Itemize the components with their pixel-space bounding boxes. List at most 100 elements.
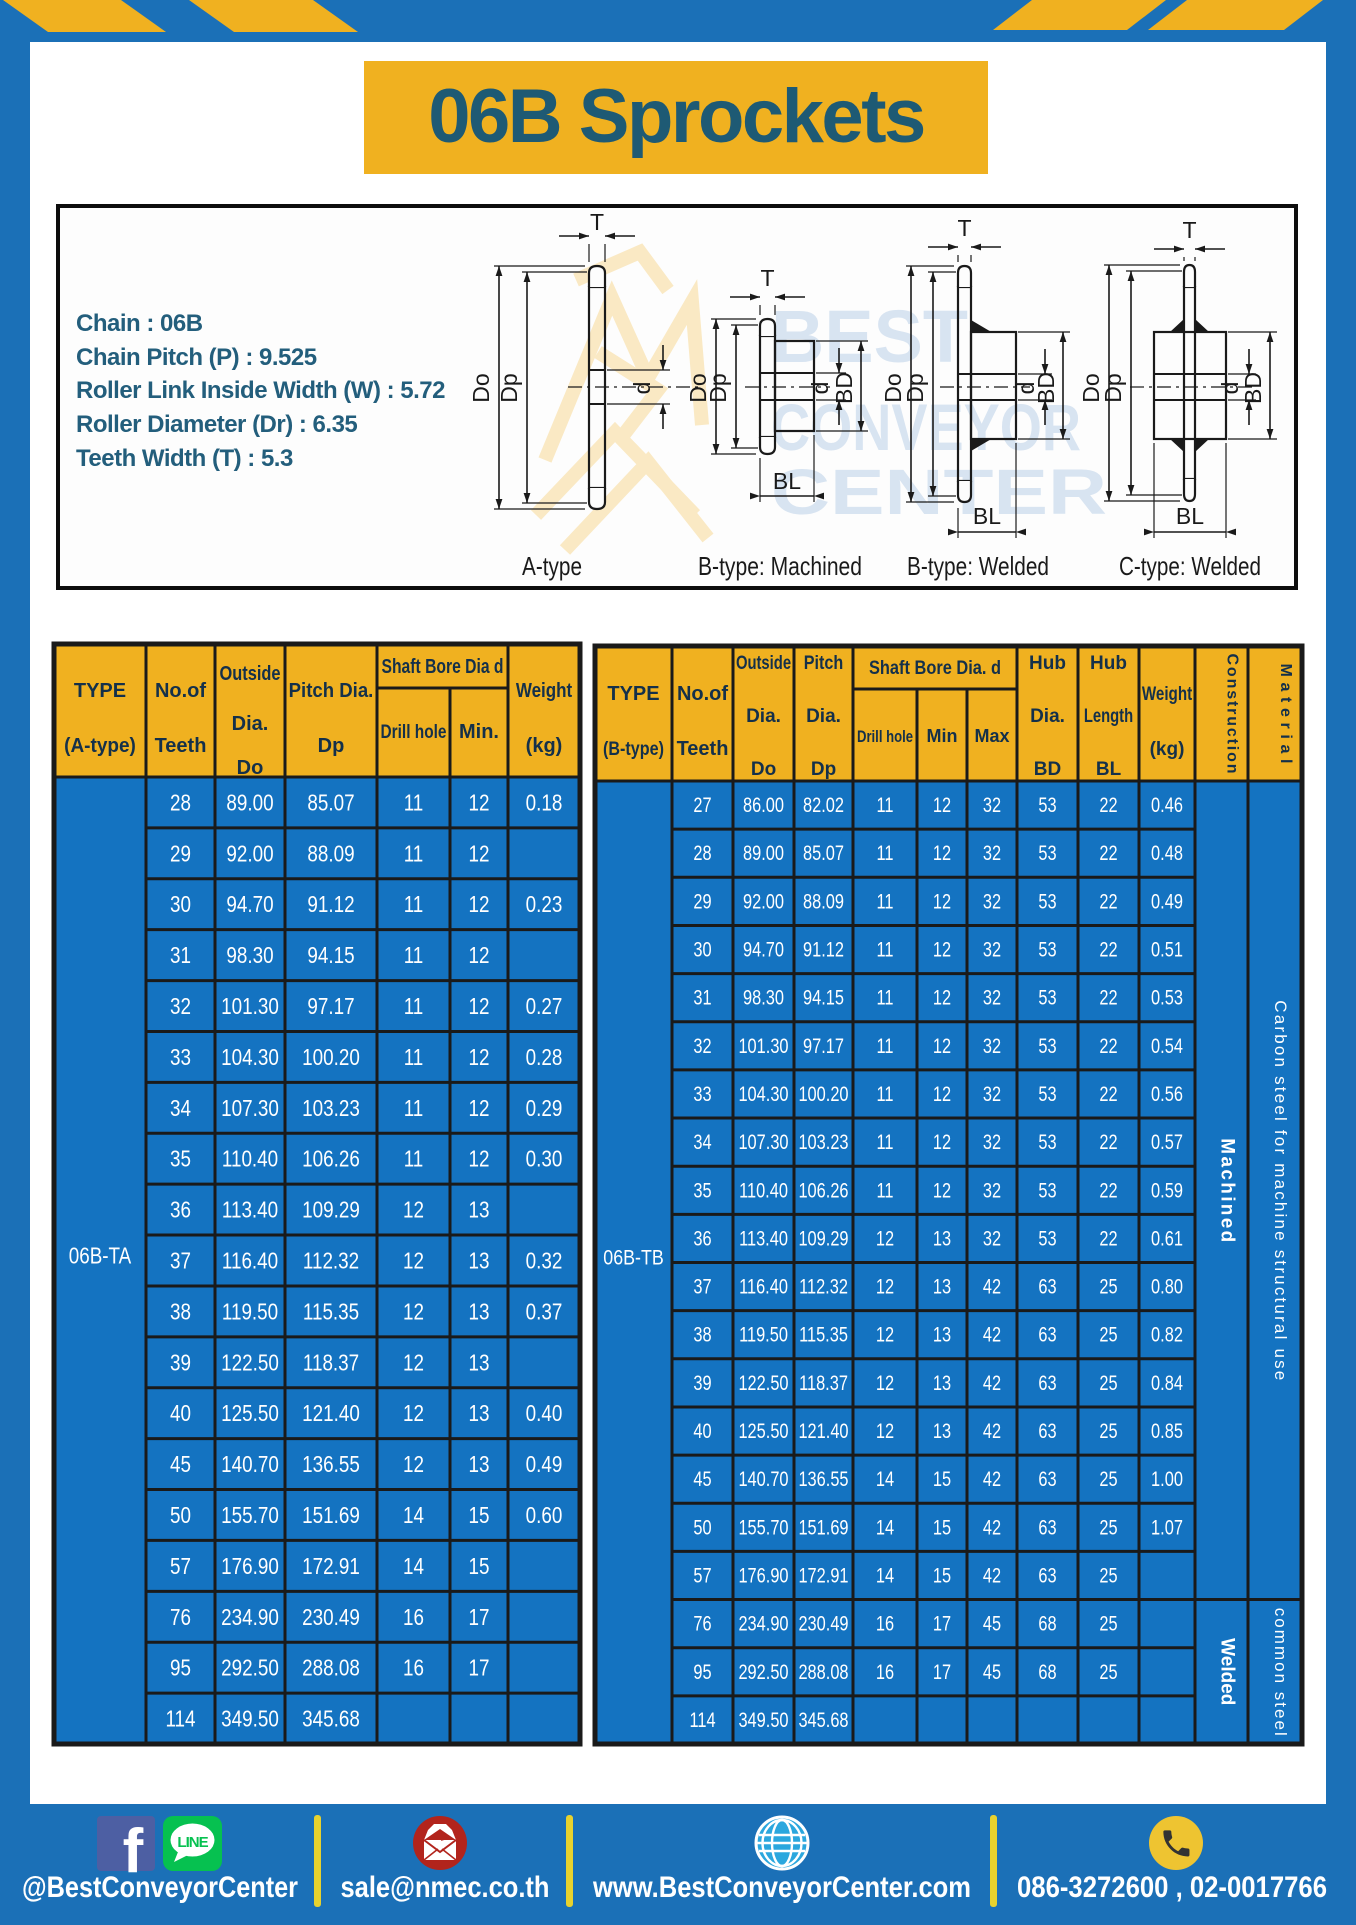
svg-text:22: 22 (1099, 889, 1117, 912)
svg-text:12: 12 (876, 1226, 894, 1249)
svg-text:Weight: Weight (516, 679, 572, 702)
svg-text:11: 11 (876, 889, 893, 912)
svg-text:Do: Do (880, 373, 906, 402)
svg-text:32: 32 (983, 793, 1001, 816)
svg-text:32: 32 (983, 889, 1001, 912)
svg-text:11: 11 (404, 943, 424, 968)
svg-text:57: 57 (693, 1564, 711, 1587)
svg-text:14: 14 (876, 1515, 894, 1538)
svg-text:15: 15 (933, 1467, 951, 1490)
svg-text:234.90: 234.90 (738, 1612, 788, 1635)
svg-text:25: 25 (1099, 1612, 1117, 1635)
svg-text:Dp: Dp (496, 373, 522, 402)
svg-text:0.37: 0.37 (526, 1300, 563, 1325)
svg-text:15: 15 (933, 1515, 951, 1538)
svg-text:100.20: 100.20 (302, 1045, 360, 1070)
svg-text:Shaft Bore Dia d: Shaft Bore Dia d (382, 656, 504, 678)
svg-text:11: 11 (404, 842, 424, 867)
svg-text:28: 28 (693, 841, 711, 864)
svg-text:155.70: 155.70 (738, 1515, 788, 1538)
svg-text:136.55: 136.55 (302, 1452, 360, 1477)
svg-text:11: 11 (404, 1096, 424, 1121)
svg-text:16: 16 (403, 1605, 424, 1630)
svg-text:Machined: Machined (1217, 1138, 1238, 1242)
svg-text:53: 53 (1038, 938, 1056, 961)
svg-text:91.12: 91.12 (307, 893, 354, 918)
svg-text:40: 40 (170, 1402, 191, 1427)
svg-text:109.29: 109.29 (302, 1198, 360, 1223)
svg-text:BL: BL (973, 503, 1001, 529)
svg-text:95: 95 (170, 1656, 191, 1681)
svg-text:32: 32 (693, 1034, 711, 1057)
svg-text:32: 32 (983, 1226, 1001, 1249)
svg-text:Dp: Dp (705, 373, 731, 402)
svg-text:12: 12 (403, 1351, 424, 1376)
svg-text:115.35: 115.35 (303, 1300, 359, 1325)
svg-text:Outside: Outside (736, 652, 791, 673)
svg-text:25: 25 (1099, 1419, 1117, 1442)
svg-text:Chain Pitch (P) : 9.525: Chain Pitch (P) : 9.525 (76, 344, 317, 371)
svg-text:C-type: Welded: C-type: Welded (1119, 551, 1261, 581)
svg-text:292.50: 292.50 (221, 1656, 279, 1681)
svg-text:98.30: 98.30 (226, 943, 273, 968)
svg-text:0.27: 0.27 (526, 994, 563, 1019)
svg-text:BL: BL (773, 468, 801, 494)
svg-text:1.07: 1.07 (1151, 1515, 1183, 1538)
svg-text:12: 12 (469, 1147, 490, 1172)
svg-text:Hub: Hub (1029, 653, 1066, 674)
svg-text:Chain : 06B: Chain : 06B (76, 310, 203, 337)
svg-text:119.50: 119.50 (222, 1300, 278, 1325)
svg-text:TYPE: TYPE (74, 680, 126, 702)
svg-text:63: 63 (1038, 1419, 1056, 1442)
svg-text:(A-type): (A-type) (64, 735, 136, 758)
svg-text:292.50: 292.50 (738, 1660, 788, 1683)
svg-text:12: 12 (469, 893, 490, 918)
svg-text:BD: BD (1033, 372, 1059, 404)
svg-text:53: 53 (1038, 1226, 1056, 1249)
svg-text:45: 45 (983, 1660, 1001, 1683)
svg-text:11: 11 (876, 1082, 893, 1105)
svg-text:Dp: Dp (811, 759, 836, 780)
svg-text:140.70: 140.70 (221, 1452, 279, 1477)
svg-text:12: 12 (403, 1402, 424, 1427)
svg-text:(B-type): (B-type) (603, 738, 664, 760)
svg-text:106.26: 106.26 (798, 1178, 848, 1201)
svg-text:116.40: 116.40 (222, 1249, 278, 1274)
svg-text:42: 42 (983, 1275, 1001, 1298)
svg-text:12: 12 (933, 793, 951, 816)
svg-text:0.61: 0.61 (1151, 1226, 1183, 1249)
svg-text:50: 50 (693, 1515, 711, 1538)
svg-text:94.70: 94.70 (743, 938, 784, 961)
svg-text:No.of: No.of (677, 683, 728, 705)
svg-text:25: 25 (1099, 1323, 1117, 1346)
svg-text:42: 42 (983, 1467, 1001, 1490)
svg-text:119.50: 119.50 (739, 1323, 788, 1346)
svg-text:140.70: 140.70 (738, 1467, 788, 1490)
svg-text:Hub: Hub (1090, 653, 1127, 674)
svg-text:0.57: 0.57 (1151, 1130, 1183, 1153)
svg-text:30: 30 (693, 938, 711, 961)
svg-text:B-type: Machined: B-type: Machined (698, 551, 862, 581)
svg-text:12: 12 (876, 1419, 894, 1442)
svg-text:0.80: 0.80 (1151, 1275, 1183, 1298)
svg-text:11: 11 (404, 791, 424, 816)
svg-text:Teeth Width (T) : 5.3: Teeth Width (T) : 5.3 (76, 445, 293, 472)
svg-text:Dp: Dp (1100, 373, 1126, 402)
svg-text:349.50: 349.50 (738, 1708, 788, 1731)
svg-text:25: 25 (1099, 1515, 1117, 1538)
svg-text:25: 25 (1099, 1564, 1117, 1587)
svg-text:TYPE: TYPE (607, 683, 659, 705)
svg-text:d: d (629, 382, 655, 395)
svg-text:Do: Do (751, 759, 776, 780)
svg-text:T: T (1182, 217, 1196, 243)
svg-text:06B Sprockets: 06B Sprockets (428, 74, 924, 159)
svg-text:32: 32 (983, 1178, 1001, 1201)
svg-text:17: 17 (469, 1656, 490, 1681)
svg-text:0.84: 0.84 (1151, 1371, 1183, 1394)
svg-text:06B-TB: 06B-TB (603, 1246, 663, 1270)
svg-text:Do: Do (685, 373, 711, 402)
svg-text:40: 40 (693, 1419, 711, 1442)
svg-text:103.23: 103.23 (798, 1130, 848, 1153)
svg-text:30: 30 (170, 893, 191, 918)
svg-text:349.50: 349.50 (221, 1707, 279, 1732)
